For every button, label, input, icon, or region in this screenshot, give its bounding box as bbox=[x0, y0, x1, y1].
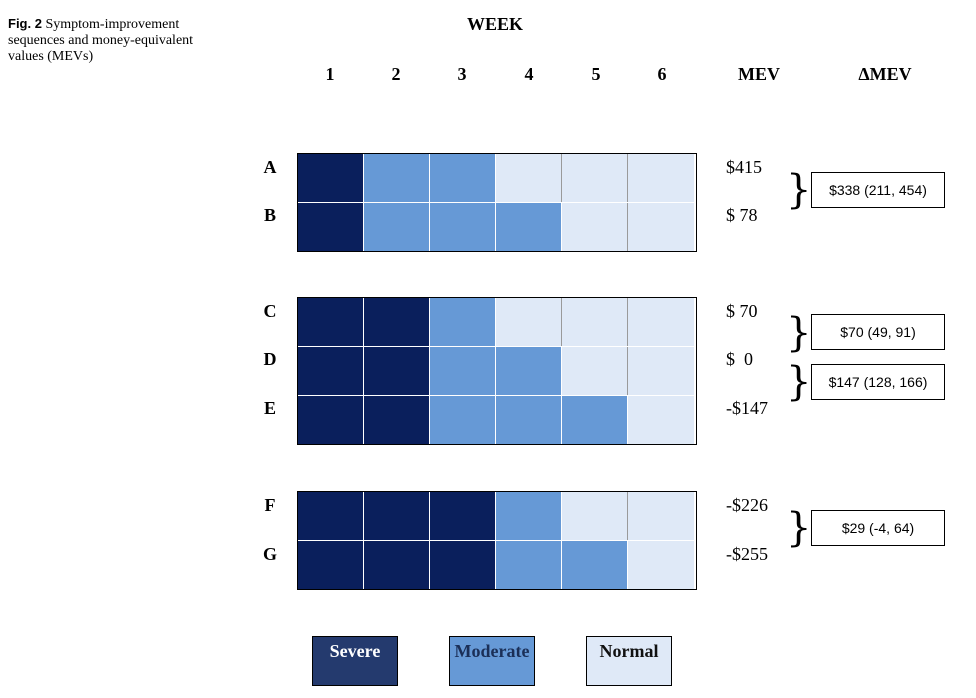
sequence-row-c bbox=[298, 298, 696, 346]
mev-value-d: $ 0 bbox=[726, 349, 753, 369]
week-6-header: 6 bbox=[657, 64, 667, 84]
cell-f-week-1-severe bbox=[298, 492, 364, 540]
week-5-header: 5 bbox=[591, 64, 601, 84]
cell-e-week-5-moderate bbox=[562, 396, 628, 444]
sequence-row-g bbox=[298, 540, 696, 589]
cell-g-week-2-severe bbox=[364, 541, 430, 589]
figure-caption: Fig. 2 Symptom-improvement sequences and… bbox=[8, 16, 218, 65]
row-label-f: F bbox=[264, 495, 276, 515]
cell-d-week-4-moderate bbox=[496, 347, 562, 395]
week-3-header: 3 bbox=[457, 64, 467, 84]
figure-label: Fig. 2 bbox=[8, 16, 42, 31]
sequence-grid-fg bbox=[297, 491, 697, 590]
cell-g-week-6-normal bbox=[628, 541, 694, 589]
delta-mev-box-cd: $70 (49, 91) bbox=[811, 314, 945, 350]
sequence-row-d bbox=[298, 346, 696, 395]
cell-c-week-6-normal bbox=[628, 298, 694, 346]
cell-c-week-1-severe bbox=[298, 298, 364, 346]
cell-b-week-6-normal bbox=[628, 203, 694, 251]
cell-a-week-5-normal bbox=[562, 154, 628, 202]
row-label-d: D bbox=[263, 349, 277, 369]
cell-d-week-3-moderate bbox=[430, 347, 496, 395]
cell-f-week-5-normal bbox=[562, 492, 628, 540]
cell-b-week-3-moderate bbox=[430, 203, 496, 251]
mev-value-f: -$226 bbox=[726, 495, 768, 515]
cell-c-week-4-normal bbox=[496, 298, 562, 346]
delta-mev-box-de: $147 (128, 166) bbox=[811, 364, 945, 400]
brace-ab: } bbox=[786, 167, 812, 213]
legend-severe: Severe bbox=[312, 636, 398, 686]
mev-value-a: $415 bbox=[726, 157, 762, 177]
row-label-b: B bbox=[263, 205, 276, 225]
cell-a-week-4-normal bbox=[496, 154, 562, 202]
cell-a-week-6-normal bbox=[628, 154, 694, 202]
cell-b-week-5-normal bbox=[562, 203, 628, 251]
cell-b-week-2-moderate bbox=[364, 203, 430, 251]
cell-b-week-4-moderate bbox=[496, 203, 562, 251]
week-4-header: 4 bbox=[524, 64, 534, 84]
legend-moderate-label: Moderate bbox=[454, 641, 530, 661]
cell-e-week-4-moderate bbox=[496, 396, 562, 444]
cell-f-week-4-moderate bbox=[496, 492, 562, 540]
brace-fg: } bbox=[786, 505, 812, 551]
delta-mev-column-header: ΔMEV bbox=[858, 64, 912, 84]
figure-caption-text: Symptom-improvement sequences and money-… bbox=[8, 17, 194, 64]
week-1-header: 1 bbox=[325, 64, 335, 84]
cell-g-week-1-severe bbox=[298, 541, 364, 589]
cell-g-week-5-moderate bbox=[562, 541, 628, 589]
legend-severe-label: Severe bbox=[329, 641, 381, 661]
cell-e-week-3-moderate bbox=[430, 396, 496, 444]
legend-moderate: Moderate bbox=[449, 636, 535, 686]
cell-d-week-1-severe bbox=[298, 347, 364, 395]
sequence-row-f bbox=[298, 492, 696, 540]
mev-value-e: -$147 bbox=[726, 398, 768, 418]
cell-c-week-2-severe bbox=[364, 298, 430, 346]
cell-b-week-1-severe bbox=[298, 203, 364, 251]
row-label-g: G bbox=[262, 544, 277, 564]
cell-f-week-3-severe bbox=[430, 492, 496, 540]
cell-c-week-3-moderate bbox=[430, 298, 496, 346]
mev-value-b: $ 78 bbox=[726, 205, 758, 225]
row-label-c: C bbox=[263, 301, 277, 321]
week-2-header: 2 bbox=[391, 64, 401, 84]
legend-normal: Normal bbox=[586, 636, 672, 686]
cell-g-week-3-severe bbox=[430, 541, 496, 589]
delta-mev-box-fg: $29 (-4, 64) bbox=[811, 510, 945, 546]
mev-value-g: -$255 bbox=[726, 544, 768, 564]
cell-d-week-2-severe bbox=[364, 347, 430, 395]
legend-normal-label: Normal bbox=[599, 641, 659, 661]
cell-a-week-1-severe bbox=[298, 154, 364, 202]
sequence-grid-cde bbox=[297, 297, 697, 445]
cell-e-week-1-severe bbox=[298, 396, 364, 444]
sequence-grid-ab bbox=[297, 153, 697, 252]
cell-g-week-4-moderate bbox=[496, 541, 562, 589]
row-label-a: A bbox=[263, 157, 277, 177]
cell-f-week-6-normal bbox=[628, 492, 694, 540]
brace-de: } bbox=[786, 359, 812, 405]
mev-column-header: MEV bbox=[738, 64, 780, 84]
cell-e-week-6-normal bbox=[628, 396, 694, 444]
delta-mev-box-ab: $338 (211, 454) bbox=[811, 172, 945, 208]
sequence-row-e bbox=[298, 395, 696, 444]
cell-e-week-2-severe bbox=[364, 396, 430, 444]
brace-cd: } bbox=[786, 310, 812, 356]
mev-value-c: $ 70 bbox=[726, 301, 758, 321]
cell-a-week-2-moderate bbox=[364, 154, 430, 202]
cell-d-week-5-normal bbox=[562, 347, 628, 395]
row-label-e: E bbox=[263, 398, 276, 418]
sequence-row-a bbox=[298, 154, 696, 202]
cell-a-week-3-moderate bbox=[430, 154, 496, 202]
cell-c-week-5-normal bbox=[562, 298, 628, 346]
week-title: WEEK bbox=[466, 14, 523, 34]
sequence-row-b bbox=[298, 202, 696, 251]
cell-f-week-2-severe bbox=[364, 492, 430, 540]
cell-d-week-6-normal bbox=[628, 347, 694, 395]
